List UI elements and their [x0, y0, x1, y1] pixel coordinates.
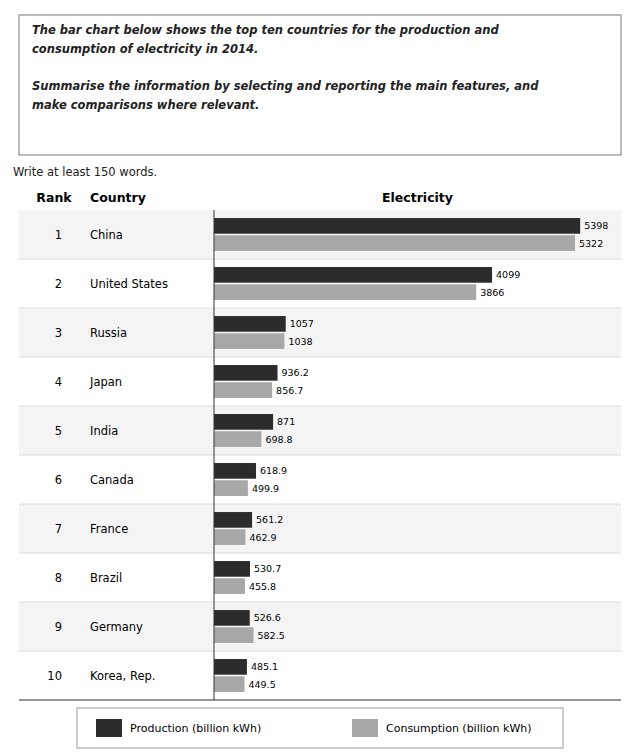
data-label: 5398: [584, 220, 608, 231]
row-separator: [19, 455, 621, 456]
row-separator: [19, 259, 621, 260]
bars: [214, 218, 580, 692]
category-label: United States: [90, 277, 168, 291]
rank-label: 8: [55, 571, 62, 585]
data-label: 582.5: [258, 630, 285, 641]
table-border: [19, 699, 214, 700]
row-separator: [19, 406, 621, 407]
row-separator: [19, 308, 621, 309]
data-label: 618.9: [260, 465, 287, 476]
category-label: Canada: [90, 473, 134, 487]
category-label: Russia: [90, 326, 127, 340]
legend-swatch: [96, 719, 122, 737]
rank-label: 9: [55, 620, 62, 634]
rank-label: 7: [55, 522, 62, 536]
data-label: 485.1: [251, 661, 278, 672]
bar: [214, 610, 250, 626]
category-label: Japan: [89, 375, 122, 389]
data-label: 698.8: [265, 434, 292, 445]
data-label: 856.7: [276, 385, 303, 396]
bar: [214, 284, 476, 300]
legend-entry: Consumption (billion kWh): [386, 722, 532, 735]
bar: [214, 333, 284, 349]
bar: [214, 561, 250, 577]
data-label: 4099: [496, 269, 520, 280]
row-background: [19, 504, 621, 553]
bar: [214, 365, 278, 381]
row-separator: [19, 651, 621, 652]
bar: [214, 431, 261, 447]
data-label: 499.9: [252, 483, 279, 494]
x-axis: [214, 699, 621, 700]
bar: [214, 627, 254, 643]
bar: [214, 414, 273, 430]
bar: [214, 235, 575, 251]
title: consumption of electricity in 2014.: [32, 42, 258, 56]
bar: [214, 578, 245, 594]
bar: [214, 382, 272, 398]
row-background: [19, 308, 621, 357]
column-header: Country: [90, 190, 146, 205]
data-label: 530.7: [254, 563, 281, 574]
bar: [214, 480, 248, 496]
rank-label: 1: [55, 228, 62, 242]
data-label: 561.2: [256, 514, 283, 525]
title: The bar chart below shows the top ten co…: [32, 23, 499, 37]
category-label: Korea, Rep.: [90, 669, 155, 683]
category-label: France: [90, 522, 128, 536]
bar: [214, 463, 256, 479]
data-label: 1057: [290, 318, 314, 329]
category-label: Brazil: [90, 571, 122, 585]
column-header: Electricity: [382, 190, 453, 205]
row-background: [19, 602, 621, 651]
data-label: 455.8: [249, 581, 276, 592]
legend-box: [77, 708, 563, 748]
data-label: 1038: [288, 336, 312, 347]
subtitle: make comparisons where relevant.: [32, 98, 259, 112]
category-label: China: [90, 228, 123, 242]
bar: [214, 659, 247, 675]
row-separator: [19, 504, 621, 505]
data-label: 871: [277, 416, 295, 427]
legend-swatch: [352, 719, 378, 737]
legend-entry: Production (billion kWh): [130, 722, 261, 735]
rank-label: 4: [55, 375, 62, 389]
rank-label: 10: [47, 669, 62, 683]
rank-label: 5: [55, 424, 62, 438]
category-label: India: [90, 424, 118, 438]
legend: Production (billion kWh) Consumption (bil…: [77, 708, 563, 748]
row-background: [19, 210, 621, 259]
note: Write at least 150 words.: [13, 165, 157, 179]
column-header: Rank: [36, 190, 72, 205]
category-label: Germany: [90, 620, 143, 634]
bar: [214, 267, 492, 283]
data-label: 462.9: [249, 532, 276, 543]
row-separator: [19, 357, 621, 358]
data-label: 526.6: [254, 612, 281, 623]
bar: [214, 529, 245, 545]
bar: [214, 316, 286, 332]
rank-label: 3: [55, 326, 62, 340]
bar: [214, 218, 580, 234]
row-separator: [19, 602, 621, 603]
data-label: 936.2: [282, 367, 309, 378]
data-label: 3866: [480, 287, 504, 298]
data-label: 449.5: [248, 679, 275, 690]
rank-label: 2: [55, 277, 62, 291]
chart: The bar chart below shows the top ten co…: [0, 0, 640, 755]
y-axis: [214, 210, 215, 700]
data-label: 5322: [579, 238, 603, 249]
instruction-box: [19, 15, 621, 155]
subtitle: Summarise the information by selecting a…: [32, 79, 539, 93]
row-separator: [19, 553, 621, 554]
rank-label: 6: [55, 473, 62, 487]
labels: 1 China 5398 5322 2 United States 4099 3866 3 Rus…: [47, 220, 608, 689]
bar: [214, 512, 252, 528]
bar: [214, 676, 244, 692]
row-background: [19, 406, 621, 455]
